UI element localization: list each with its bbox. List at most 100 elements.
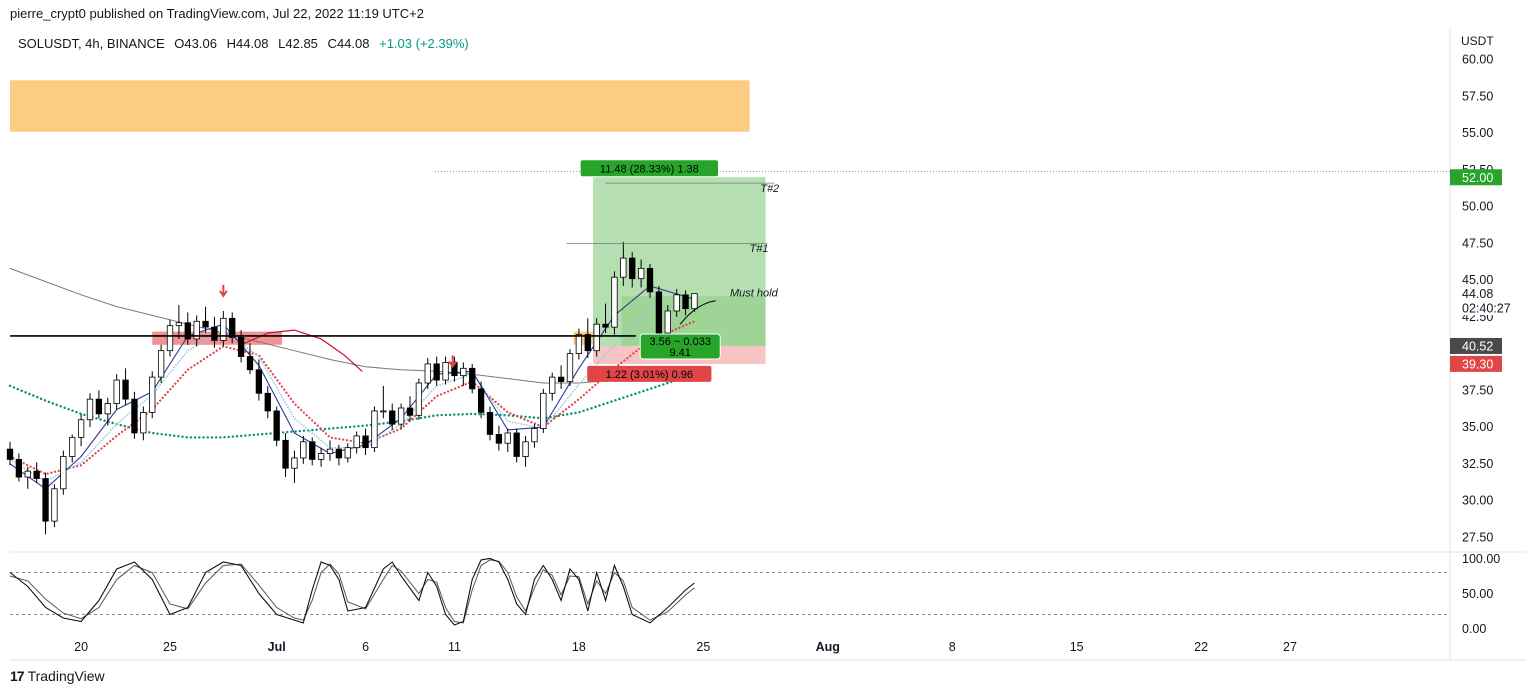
candle[interactable] [86,393,94,428]
candle[interactable] [389,403,396,431]
candle[interactable] [673,288,680,317]
candle[interactable] [442,356,449,385]
candle[interactable] [549,372,556,401]
candle[interactable] [309,437,316,466]
candle[interactable] [282,432,289,478]
tradingview-footer[interactable]: 17 TradingView [10,668,105,684]
annotation-t-1[interactable]: T#1 [750,243,769,255]
candle[interactable] [486,406,494,441]
candle[interactable] [317,447,325,467]
candle[interactable] [593,318,600,357]
resistance-zone[interactable] [10,80,750,132]
candle[interactable] [371,406,378,453]
candle[interactable] [406,396,414,422]
candle[interactable] [353,431,360,454]
price-label-gray[interactable]: 40.52 [1450,337,1502,354]
candle[interactable] [335,444,343,466]
annotation-t-2[interactable]: T#2 [760,183,779,195]
candle[interactable] [469,363,476,394]
candle[interactable] [131,391,138,439]
candle[interactable] [104,397,111,426]
candle[interactable] [33,462,40,483]
candle[interactable] [157,344,165,383]
candle[interactable] [575,328,583,360]
candle[interactable] [584,318,591,359]
candle[interactable] [246,343,254,375]
candle[interactable] [504,428,511,453]
annotation-must-hold[interactable]: Must hold [730,287,779,299]
target-label[interactable]: 11.48 (28.33%) 1.38 [580,160,719,177]
ema-red[interactable] [8,320,696,476]
drawn-curve[interactable] [240,329,363,372]
candle[interactable] [60,450,67,495]
candle[interactable] [477,381,485,419]
candle[interactable] [6,441,14,466]
candle[interactable] [291,450,298,483]
symbol-title[interactable]: SOLUSDT, 4h, BINANCE [18,36,165,51]
candle[interactable] [611,271,618,335]
candle[interactable] [620,241,627,287]
candle[interactable] [682,290,689,316]
stoch-d-line[interactable] [9,559,695,624]
candle[interactable] [69,434,76,463]
candle[interactable] [522,435,529,467]
price-label-red[interactable]: 39.30 [1450,355,1502,372]
candle[interactable] [513,428,520,463]
candle[interactable] [229,312,236,344]
candle[interactable] [380,385,387,419]
candle[interactable] [24,466,31,489]
candle-body [397,407,405,425]
ma-200[interactable] [9,267,695,384]
candle[interactable] [300,435,307,464]
candle[interactable] [220,310,227,347]
candle[interactable] [95,390,103,419]
candle[interactable] [691,293,698,312]
candle[interactable] [211,316,218,348]
candle[interactable] [424,358,431,389]
candle[interactable] [566,349,574,386]
candle[interactable] [540,388,547,433]
time-axis[interactable]: 20 25 Jul 6 11 18 25 Aug 8 15 22 27 [74,640,1297,654]
open-label: O [174,36,185,51]
candle[interactable] [202,306,209,334]
candle[interactable] [397,403,405,429]
candle[interactable] [184,312,191,345]
candle[interactable] [273,406,280,447]
candle[interactable] [629,252,636,288]
candle[interactable] [495,425,503,451]
candle[interactable] [42,472,49,535]
ma-light-blue[interactable] [9,302,696,483]
price-label-plain[interactable]: 02:40:27 [1451,301,1511,316]
candle[interactable] [460,362,467,386]
candle[interactable] [193,315,200,347]
candle[interactable] [655,286,663,339]
candle[interactable] [362,428,369,456]
candle[interactable] [255,359,263,401]
stop-label[interactable]: 1.22 (3.01%) 0.96 [587,365,712,382]
candle[interactable] [557,365,565,389]
price-axis[interactable]: USDT60.0057.5055.0052.5050.0047.5045.004… [1450,34,1511,636]
candle[interactable] [637,259,645,288]
price-label-green[interactable]: 52.00 [1450,169,1502,186]
candle[interactable] [326,440,334,461]
candle[interactable] [51,484,58,528]
candle[interactable] [175,305,183,339]
price-label-plain[interactable]: 44.08 [1451,286,1507,302]
candle[interactable] [15,453,23,482]
candle[interactable] [77,413,85,447]
candle[interactable] [113,374,120,410]
candle[interactable] [149,371,156,419]
candle[interactable] [264,385,271,419]
candle[interactable] [646,263,654,298]
candle[interactable] [531,424,538,448]
candle[interactable] [602,303,609,334]
candle[interactable] [140,406,147,441]
stoch-k-line[interactable] [9,557,695,626]
candle[interactable] [344,443,351,463]
candle[interactable] [433,356,440,386]
candle[interactable] [122,368,129,406]
candle[interactable] [166,319,174,357]
candle[interactable] [415,378,423,420]
